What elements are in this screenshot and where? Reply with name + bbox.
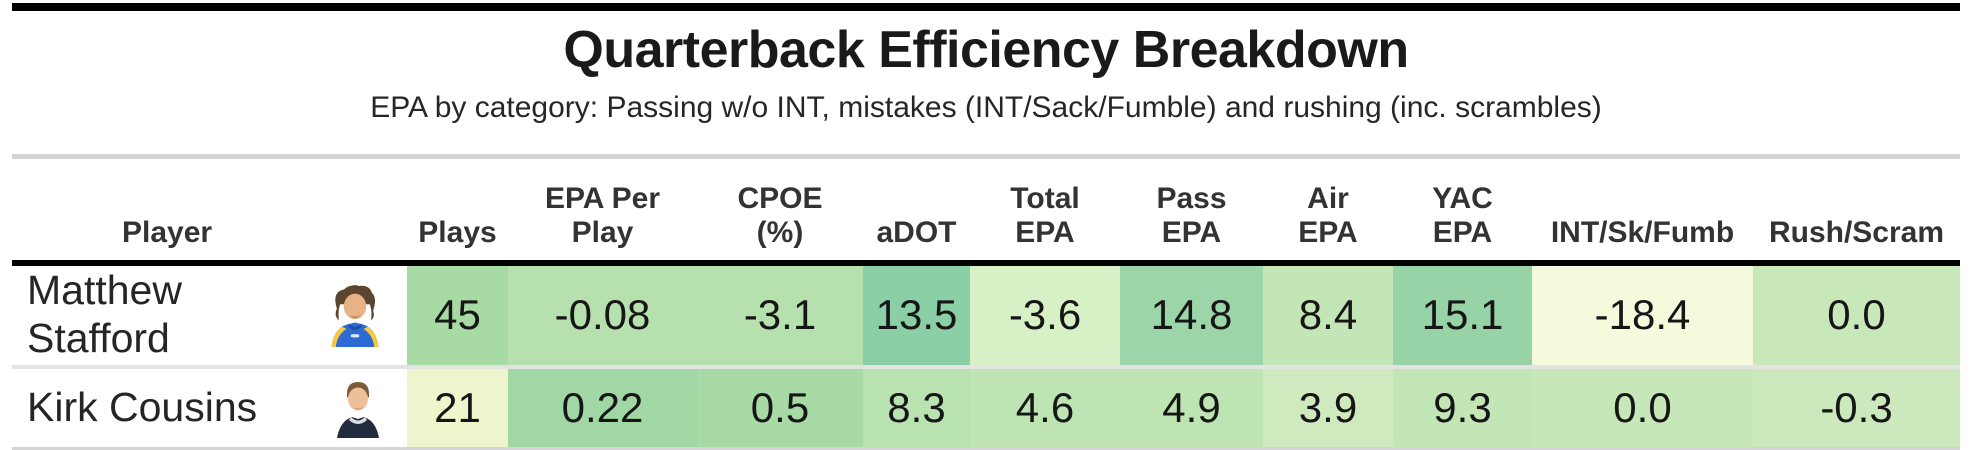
stat-cell-pass-epa: 14.8 — [1120, 262, 1263, 369]
stat-cell-rush-scram: 0.0 — [1753, 262, 1960, 369]
stat-cell-air-epa: 8.4 — [1263, 262, 1393, 369]
page-title: Quarterback Efficiency Breakdown — [563, 21, 1409, 79]
stat-cell-yac-epa: 9.3 — [1393, 366, 1532, 450]
stat-cell-int-sk-fumb: 0.0 — [1532, 366, 1753, 450]
column-header-epa-per-play: EPA Per Play — [508, 156, 697, 266]
stat-cell-rush-scram: -0.3 — [1753, 366, 1960, 450]
player-cell: Matthew Stafford — [12, 262, 407, 369]
column-header-total-epa: Total EPA — [970, 156, 1120, 266]
column-header-rush-scram: Rush/Scram — [1753, 156, 1960, 266]
stat-cell-air-epa: 3.9 — [1263, 366, 1393, 450]
table-row: Matthew Stafford 45 -0.08 -3.1 13.5 -3.6 14.8… — [12, 262, 1960, 369]
table-row: Kirk Cousins 21 0.22 0.5 8.3 4.6 4.9 3.9 9.3 0.0… — [12, 366, 1960, 450]
column-header-adot: aDOT — [863, 156, 970, 266]
stat-cell-plays: 21 — [407, 366, 508, 450]
column-header-pass-epa: Pass EPA — [1120, 156, 1263, 266]
stat-cell-epa-per-play: -0.08 — [508, 262, 697, 369]
stat-cell-cpoe: 0.5 — [697, 366, 863, 450]
table-header: Player Plays EPA Per Play CPOE (%) aDOT Total… — [12, 156, 1960, 266]
stat-cell-pass-epa: 4.9 — [1120, 366, 1263, 450]
column-header-int-sk-fumb: INT/Sk/Fumb — [1532, 156, 1753, 266]
column-header-air-epa: Air EPA — [1263, 156, 1393, 266]
stat-cell-total-epa: 4.6 — [970, 366, 1120, 450]
player-name: Matthew Stafford — [27, 267, 182, 362]
table-top-border — [12, 3, 1960, 11]
stat-cell-int-sk-fumb: -18.4 — [1532, 262, 1753, 369]
stat-cell-adot: 13.5 — [863, 262, 970, 369]
stat-cell-total-epa: -3.6 — [970, 262, 1120, 369]
stafford-headshot — [331, 285, 379, 348]
table-body: Matthew Stafford 45 -0.08 -3.1 13.5 -3.6 14.8… — [12, 262, 1960, 450]
header-row: Player Plays EPA Per Play CPOE (%) aDOT Total… — [12, 156, 1960, 266]
column-header-yac-epa: YAC EPA — [1393, 156, 1532, 266]
player-cell-content: Matthew Stafford — [12, 267, 407, 363]
player-cell-content: Kirk Cousins — [12, 378, 407, 438]
cousins-headshot — [337, 381, 379, 438]
stat-cell-epa-per-play: 0.22 — [508, 366, 697, 450]
player-name: Kirk Cousins — [27, 383, 258, 430]
column-header-player: Player — [12, 156, 407, 266]
stat-cell-plays: 45 — [407, 262, 508, 369]
player-cell: Kirk Cousins — [12, 366, 407, 450]
stat-cell-adot: 8.3 — [863, 366, 970, 450]
qb-efficiency-table: Player Plays EPA Per Play CPOE (%) aDOT Total… — [12, 153, 1960, 450]
stat-cell-yac-epa: 15.1 — [1393, 262, 1532, 369]
column-header-plays: Plays — [407, 156, 508, 266]
page-subtitle: EPA by category: Passing w/o INT, mistak… — [370, 90, 1602, 124]
column-header-cpoe: CPOE (%) — [697, 156, 863, 266]
stat-cell-cpoe: -3.1 — [697, 262, 863, 369]
